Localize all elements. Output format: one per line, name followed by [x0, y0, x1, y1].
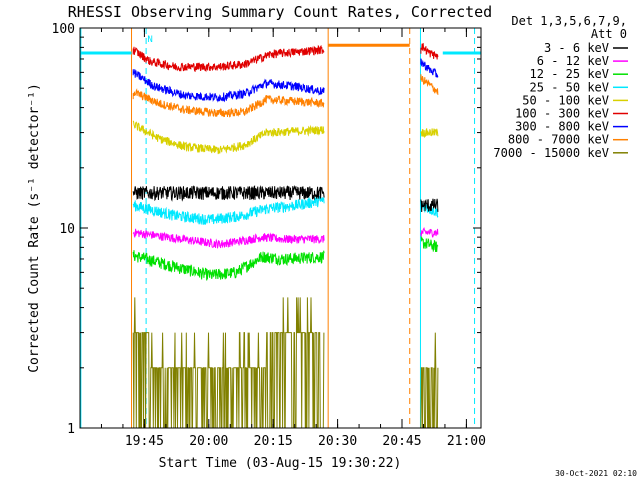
series-800-7000-kev [132, 74, 439, 118]
series-segment-1 [420, 42, 439, 60]
series-50-100-kev [132, 120, 439, 155]
legend-label: 7000 - 15000 keV [493, 146, 609, 160]
series-300-800-kev [132, 58, 439, 103]
series-segment-0 [132, 184, 325, 202]
legend-label: 6 - 12 keV [537, 54, 609, 68]
series-6-12-kev [132, 226, 439, 249]
legend-label: 12 - 25 keV [530, 67, 609, 81]
footer-timestamp: 30-Oct-2021 02:10 [555, 469, 637, 478]
data-layer: N [80, 28, 481, 429]
series-segment-0 [132, 228, 325, 249]
x-tick-label: 20:45 [382, 434, 421, 449]
series-segment-0 [132, 44, 325, 73]
series-segment-0 [132, 250, 325, 281]
series-segment-0 [132, 195, 325, 225]
axes-layer: 1 10 100 19:45 20:00 20:15 20:30 20:45 21:00 [52, 22, 486, 449]
series-12-25-kev [132, 236, 439, 281]
legend-label: 3 - 6 keV [544, 41, 609, 55]
x-tick-label: 20:00 [189, 434, 228, 449]
x-tick-label: 20:15 [254, 434, 293, 449]
legend-label: 300 - 800 keV [515, 120, 609, 134]
series-segment-1 [420, 128, 439, 139]
series-segment-1 [420, 74, 439, 95]
flag-label-0: N [147, 35, 152, 45]
series-segment-1 [420, 58, 439, 78]
chart-title: RHESSI Observing Summary Count Rates, Co… [68, 3, 492, 21]
y-axis-label: Corrected Count Rate (s⁻¹ detector⁻¹) [27, 83, 42, 373]
series-segment-1 [420, 198, 439, 213]
series-segment-0 [132, 120, 325, 155]
series-100-300-kev [132, 42, 439, 73]
series-segment-1 [420, 226, 439, 238]
series-3-6-kev [132, 184, 439, 213]
legend-label: 100 - 300 keV [515, 107, 609, 121]
x-tick-label: 20:30 [318, 434, 357, 449]
series-segment-1 [420, 236, 439, 253]
legend-label: 800 - 7000 keV [508, 133, 609, 147]
series-segment-1 [420, 332, 439, 429]
series-segment-0 [132, 88, 325, 118]
legend-header-line-2: Att 0 [591, 27, 627, 41]
legend-label: 50 - 100 keV [522, 93, 609, 107]
x-tick-label: 19:45 [125, 434, 164, 449]
legend-header-line-1: Det 1,3,5,6,7,9, [511, 14, 627, 28]
y-tick-label: 1 [67, 422, 75, 437]
legend-label: 25 - 50 keV [530, 80, 609, 94]
y-tick-label: 100 [52, 22, 75, 37]
x-tick-label: 21:00 [447, 434, 486, 449]
x-axis-label: Start Time (03-Aug-15 19:30:22) [159, 456, 402, 471]
series-segment-0 [132, 69, 325, 103]
y-tick-label: 10 [59, 222, 75, 237]
